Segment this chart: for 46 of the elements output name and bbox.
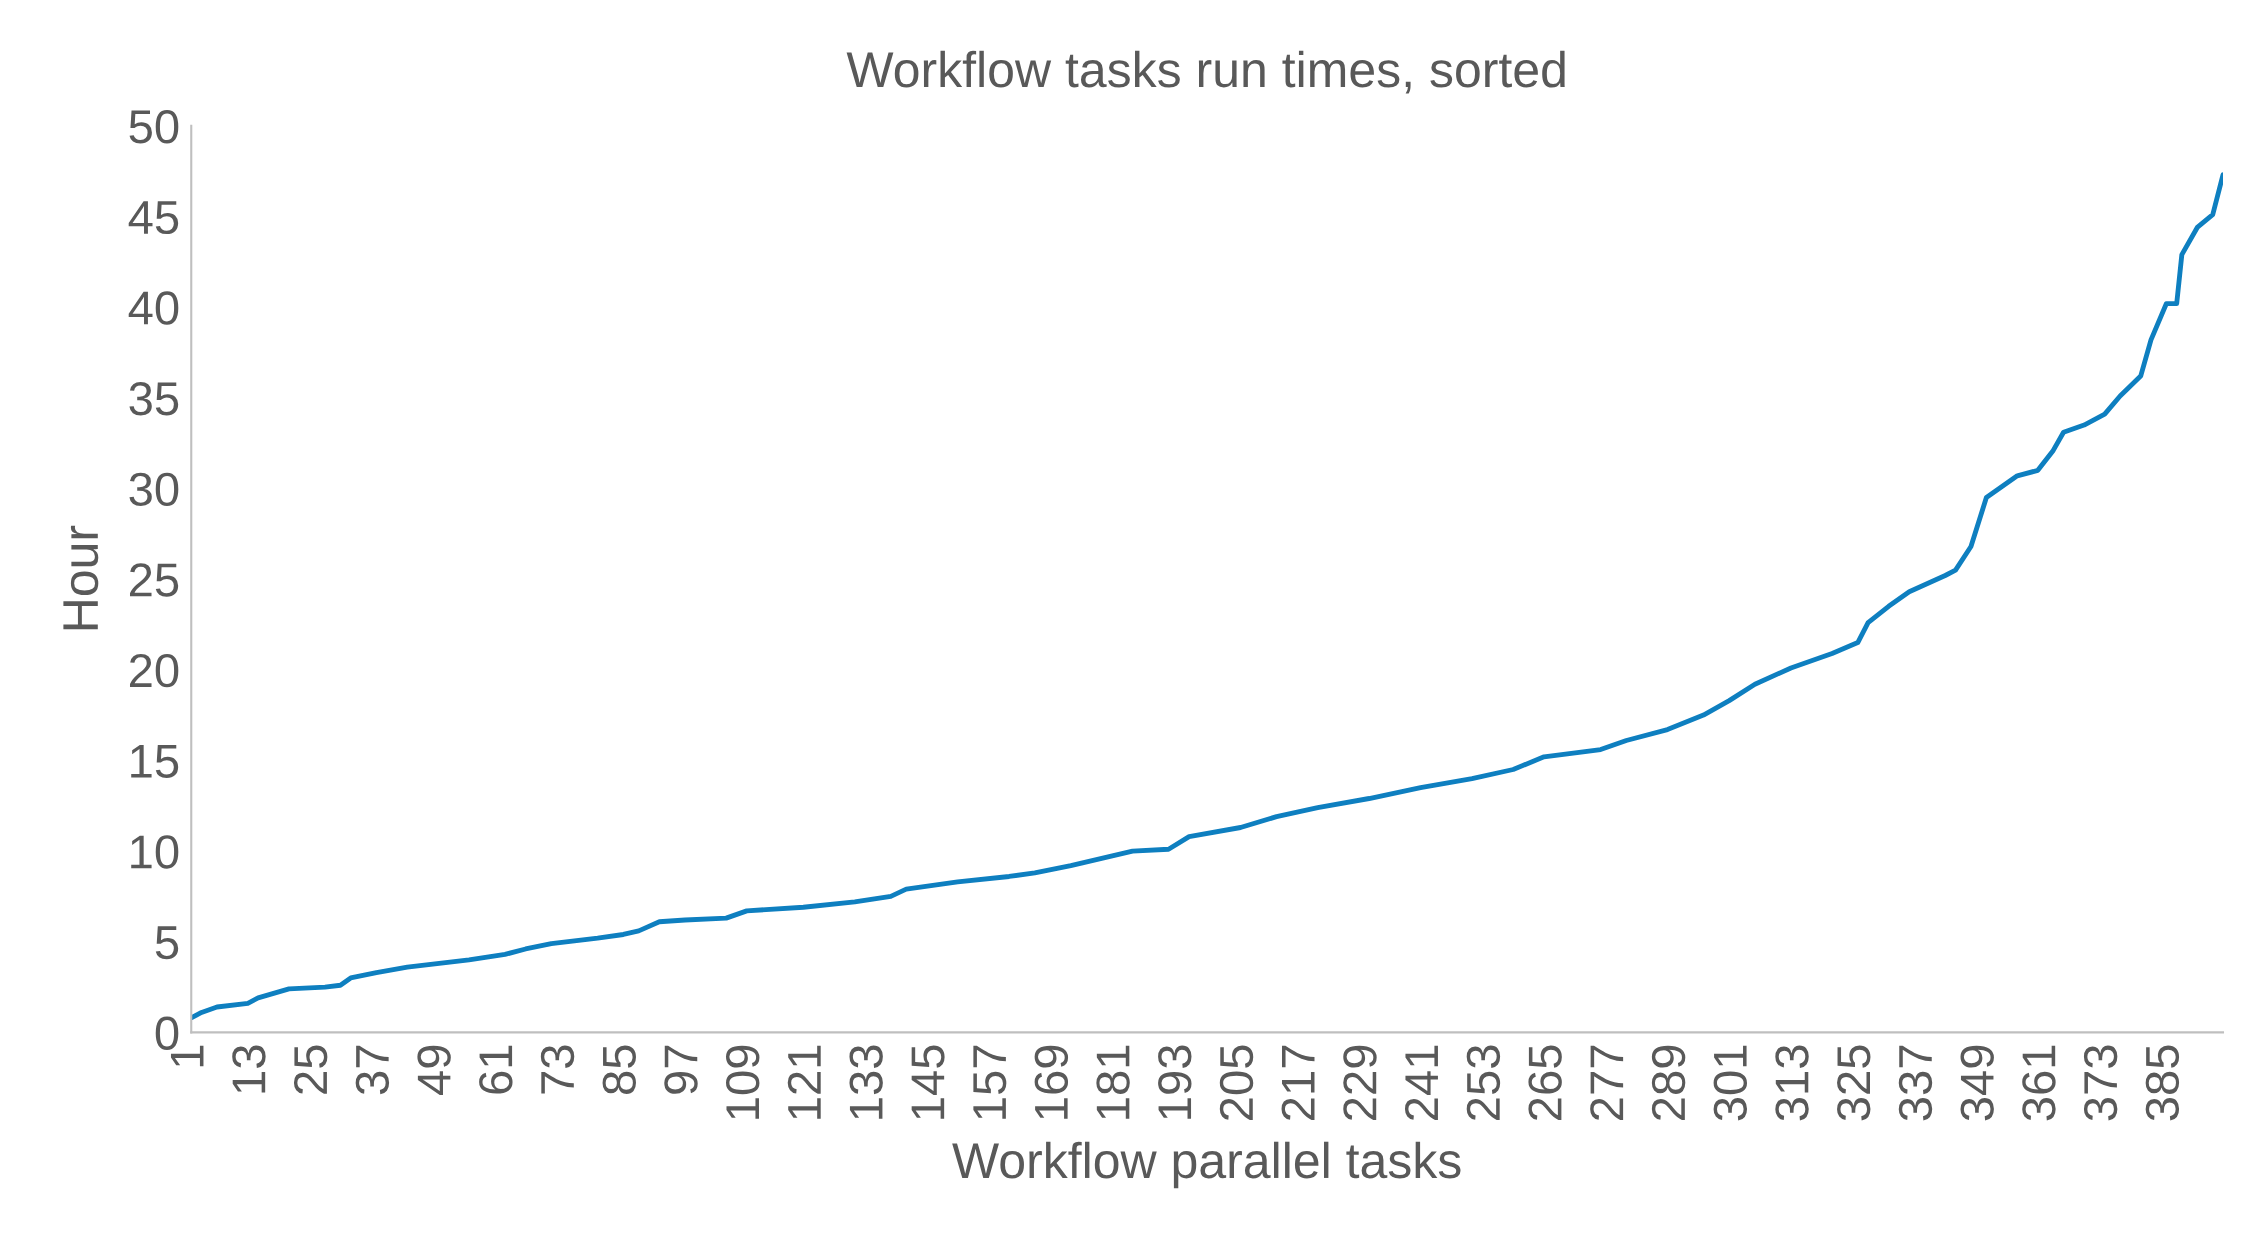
y-axis-title: Hour [63, 525, 99, 630]
y-tick-label: 30 [129, 472, 179, 507]
x-tick-label: 373 [2083, 1045, 2118, 1121]
x-tick-label: 181 [1096, 1045, 1130, 1119]
x-tick-label: 217 [1281, 1045, 1315, 1120]
x-tick-label: 193 [1158, 1045, 1192, 1119]
x-tick-label: 73 [540, 1045, 575, 1094]
x-tick-label: 229 [1343, 1045, 1377, 1120]
x-tick-label: 265 [1528, 1045, 1562, 1120]
x-tick-label: 13 [232, 1045, 266, 1093]
x-tick-label: 49 [417, 1045, 451, 1095]
x-tick-label: 325 [1837, 1045, 1871, 1121]
x-tick-label: 205 [1219, 1045, 1254, 1120]
x-tick-label: 109 [726, 1045, 760, 1119]
y-tick-label: 45 [128, 201, 179, 235]
x-tick-label: 289 [1651, 1045, 1686, 1120]
line-series [191, 172, 2223, 1021]
x-tick-label: 97 [664, 1045, 698, 1094]
x-tick-label: 61 [479, 1045, 513, 1094]
x-tick-label: 253 [1466, 1045, 1501, 1120]
x-tick-label: 349 [1960, 1045, 1994, 1121]
x-tick-label: 133 [849, 1045, 883, 1119]
x-tick-label: 313 [1775, 1045, 1809, 1121]
chart-title: Workflow tasks run times, sorted [846, 50, 1565, 94]
x-tick-label: 337 [1898, 1045, 1933, 1121]
y-tick-label: 15 [131, 745, 179, 779]
y-tick-label: 40 [128, 291, 179, 325]
x-tick-label: 85 [602, 1045, 636, 1094]
x-tick-label: 25 [293, 1045, 328, 1094]
x-axis-title: Workflow parallel tasks [952, 1141, 1461, 1189]
x-tick-label: 385 [2145, 1045, 2180, 1121]
x-tick-label: 241 [1404, 1045, 1438, 1120]
y-tick-label: 35 [129, 381, 179, 416]
x-tick-label: 277 [1590, 1045, 1624, 1120]
y-tick-label: 50 [129, 110, 179, 144]
x-tick-label: 157 [973, 1045, 1007, 1119]
y-tick-label: 20 [129, 653, 179, 688]
y-tick-label: 25 [129, 563, 179, 597]
x-tick-label: 169 [1034, 1045, 1069, 1119]
x-tick-label: 37 [355, 1045, 390, 1095]
x-tick-label: 301 [1713, 1045, 1748, 1121]
y-tick-label: 5 [155, 926, 179, 960]
x-tick-label: 145 [911, 1045, 945, 1119]
x-tick-label: 121 [787, 1045, 821, 1119]
y-tick-label: 10 [131, 835, 179, 869]
x-tick-label: 361 [2022, 1045, 2056, 1121]
